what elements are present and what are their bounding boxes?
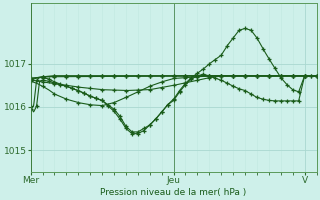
- X-axis label: Pression niveau de la mer( hPa ): Pression niveau de la mer( hPa ): [100, 188, 247, 197]
